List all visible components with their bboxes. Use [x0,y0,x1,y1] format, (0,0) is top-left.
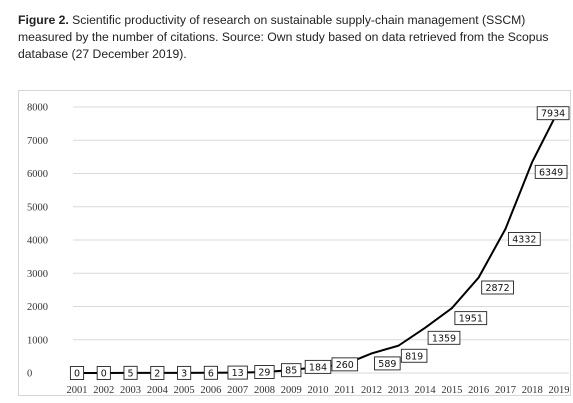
data-label: 13 [232,368,244,379]
data-label: 2 [154,368,160,379]
data-label-box [227,365,248,380]
y-tick-label: 4000 [27,236,48,247]
data-label: 819 [405,351,423,362]
x-tick-label: 2001 [67,385,88,395]
x-tick-label: 2004 [147,385,169,395]
data-label-box [534,164,568,179]
x-tick-label: 2005 [174,385,195,395]
data-label: 0 [101,369,107,380]
data-label: 7934 [541,109,565,120]
data-label-box [96,366,111,380]
y-tick-label: 1000 [27,335,48,346]
data-label-box [427,330,461,345]
x-tick-label: 2013 [388,385,409,395]
x-tick-label: 2006 [200,385,221,395]
chart-frame: 0 1000 2000 3000 4000 5000 6000 7000 8000 2001 200… [18,90,571,396]
x-tick-label: 2017 [495,385,516,395]
data-label-box [536,106,570,121]
data-label: 6 [208,368,214,379]
x-tick-label: 2016 [468,385,489,395]
data-label-box [304,359,332,374]
data-label: 6349 [539,167,563,178]
data-label: 1951 [459,314,483,325]
data-label-box [177,365,192,380]
y-tick-label: 5000 [27,202,48,213]
data-label-box [69,366,85,380]
y-tick-label: 3000 [27,269,48,280]
series-line [77,108,560,374]
x-tick-label: 2009 [281,385,302,395]
data-label-box [150,365,165,380]
data-label-box [507,232,541,246]
figure-caption: Figure 2. Scientific productivity of res… [18,12,570,63]
y-tick-label: 0 [27,369,32,380]
data-label: 0 [74,369,80,380]
data-label-box [123,365,138,380]
x-tick-label: 2010 [308,385,329,395]
x-tick-label: 2002 [93,385,114,395]
y-tick-label: 2000 [27,302,48,313]
data-label-box [481,280,514,295]
figure-label: Figure 2. [18,13,69,27]
data-label: 4332 [512,234,536,245]
data-label: 3 [181,368,187,379]
y-tick-label: 8000 [27,103,48,114]
data-label: 5 [128,368,134,379]
x-tick-label: 2012 [361,385,382,395]
data-label: 2872 [485,283,509,294]
x-tick-label: 2015 [441,385,462,395]
data-label-box [454,311,488,326]
y-tick-label: 6000 [27,169,48,180]
x-tick-label: 2008 [254,385,275,395]
data-label: 184 [309,362,327,373]
x-tick-label: 2014 [415,385,437,395]
x-tick-label: 2011 [334,385,355,395]
data-label: 29 [258,368,270,379]
caption-text: Scientific productivity of research on s… [18,13,549,61]
data-label-box [254,365,275,379]
data-label-box [281,363,302,378]
x-tick-label: 2019 [549,385,570,395]
data-label: 589 [378,359,396,370]
data-label: 1359 [432,333,456,344]
data-label-box [400,348,428,363]
x-tick-label: 2007 [227,385,248,395]
data-label: 260 [336,360,354,371]
x-tick-label: 2018 [522,385,543,395]
data-label-box [374,356,401,371]
data-label-box [331,357,359,372]
data-label-box [203,365,218,380]
data-label: 85 [285,366,297,377]
x-tick-label: 2003 [120,385,141,395]
y-tick-label: 7000 [27,136,48,147]
